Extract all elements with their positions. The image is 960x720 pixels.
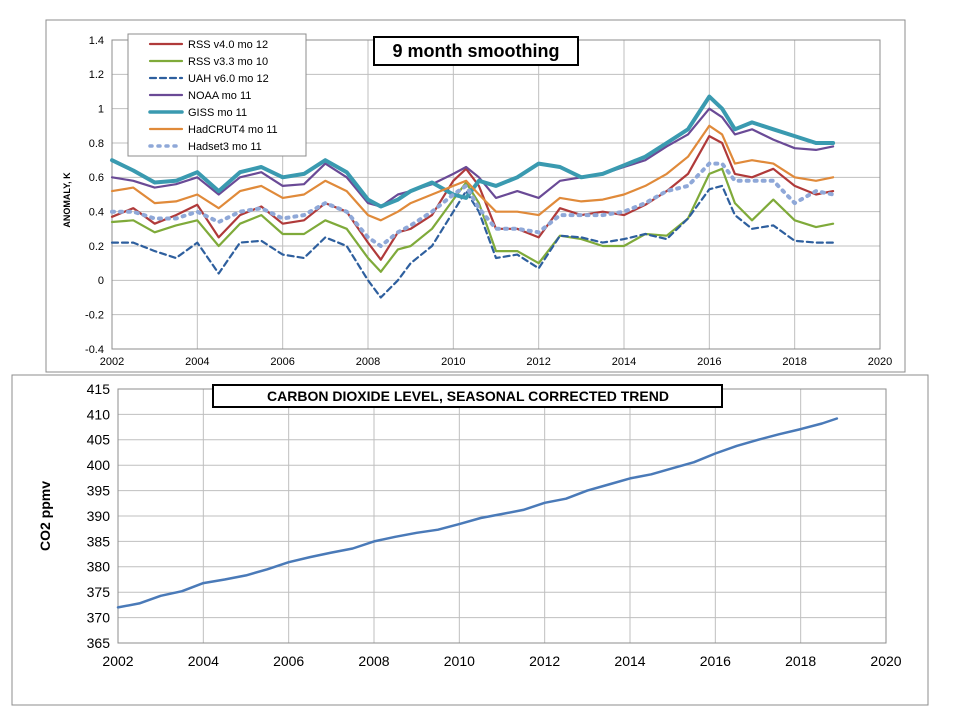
y-tick-label: 1.4 <box>89 35 104 47</box>
y-tick-label: 405 <box>87 432 111 448</box>
x-tick-label: 2012 <box>529 653 560 669</box>
legend-label: UAH v6.0 mo 12 <box>188 73 269 85</box>
co2-x-tick-labels: 2002 2004 2006 2008 2010 2012 2014 2016 2018 2020 <box>102 653 901 669</box>
anomaly-legend-entries: RSS v4.0 mo 12 RSS v3.3 mo 10 UAH v6.0 mo … <box>148 39 278 153</box>
series-line-co2-trend <box>116 417 839 609</box>
anomaly-y-tick-labels: -0.4 -0.2 0 0.2 0.4 0.6 0.8 1 1.2 1.4 <box>85 35 104 356</box>
y-tick-label: 1 <box>98 104 104 116</box>
y-tick-label: 0.6 <box>89 172 104 184</box>
y-tick-label: 0.8 <box>89 138 104 150</box>
anomaly-y-axis-label: ANOMALY, K <box>62 172 72 228</box>
x-tick-label: 2006 <box>270 356 294 368</box>
y-tick-label: 415 <box>87 381 111 397</box>
co2-title-box <box>212 384 723 408</box>
y-tick-label: 1.2 <box>89 69 104 81</box>
y-tick-label: 0.4 <box>89 207 104 219</box>
series-line-uah-v6-0-mo-12 <box>110 184 835 299</box>
legend-label: RSS v4.0 mo 12 <box>188 39 268 51</box>
co2-chart-frame <box>11 374 929 706</box>
y-tick-label: 390 <box>87 508 111 524</box>
legend-label: NOAA mo 11 <box>188 90 251 102</box>
x-tick-label: 2014 <box>614 653 645 669</box>
y-tick-label: 380 <box>87 559 111 575</box>
x-tick-label: 2006 <box>273 653 304 669</box>
x-tick-label: 2016 <box>697 356 721 368</box>
legend-label: Hadset3 mo 11 <box>188 141 262 153</box>
series-line-noaa-mo-11 <box>110 107 835 208</box>
x-tick-label: 2010 <box>444 653 475 669</box>
x-tick-label: 2020 <box>868 356 892 368</box>
x-tick-label: 2018 <box>782 356 806 368</box>
x-tick-label: 2014 <box>612 356 636 368</box>
y-tick-label: 365 <box>87 635 111 651</box>
y-tick-label: -0.2 <box>85 310 104 322</box>
legend-label: RSS v3.3 mo 10 <box>188 56 268 68</box>
series-line-giss-mo-11 <box>110 94 836 209</box>
anomaly-title-box <box>373 36 579 66</box>
y-tick-label: -0.4 <box>85 344 104 356</box>
co2-y-axis-label: CO2 ppmv <box>37 481 53 551</box>
y-tick-label: 385 <box>87 533 111 549</box>
y-tick-label: 0 <box>98 275 104 287</box>
x-tick-label: 2004 <box>185 356 209 368</box>
x-tick-label: 2008 <box>356 356 380 368</box>
x-tick-label: 2016 <box>700 653 731 669</box>
series-line-rss-v3-3-mo-10 <box>110 167 835 273</box>
series-line-rss-v4-0-mo-12 <box>110 135 835 261</box>
y-tick-label: 0.2 <box>89 241 104 253</box>
anomaly-series-group <box>110 94 836 299</box>
anomaly-x-tick-labels: 2002 2004 2006 2008 2010 2012 2014 2016 2018 2020 <box>100 356 892 368</box>
co2-chart-title: CARBON DIOXIDE LEVEL, SEASONAL CORRECTED… <box>267 388 669 404</box>
x-tick-label: 2012 <box>526 356 550 368</box>
series-line-hadset3-mo-11 <box>110 161 836 248</box>
x-tick-label: 2020 <box>870 653 901 669</box>
x-tick-label: 2002 <box>102 653 133 669</box>
series-line-hadcrut4-mo-11 <box>110 124 835 222</box>
x-tick-label: 2008 <box>358 653 389 669</box>
anomaly-chart-title: 9 month smoothing <box>393 41 560 61</box>
y-tick-label: 375 <box>87 584 111 600</box>
y-tick-label: 410 <box>87 406 111 422</box>
x-tick-label: 2002 <box>100 356 124 368</box>
co2-y-tick-labels: 365 370 375 380 385 390 395 400 405 410 415 <box>87 381 111 651</box>
x-tick-label: 2004 <box>188 653 219 669</box>
co2-series-group <box>116 417 839 609</box>
legend-label: HadCRUT4 mo 11 <box>188 124 278 136</box>
anomaly-chart: -0.4-0.200.20.40.60.811.21.4 2002 2004 200… <box>45 19 906 373</box>
x-tick-label: 2018 <box>785 653 816 669</box>
x-tick-label: 2010 <box>441 356 465 368</box>
y-tick-label: 400 <box>87 457 111 473</box>
y-tick-label: 395 <box>87 483 111 499</box>
y-tick-label: 370 <box>87 610 111 626</box>
legend-label: GISS mo 11 <box>188 107 247 119</box>
